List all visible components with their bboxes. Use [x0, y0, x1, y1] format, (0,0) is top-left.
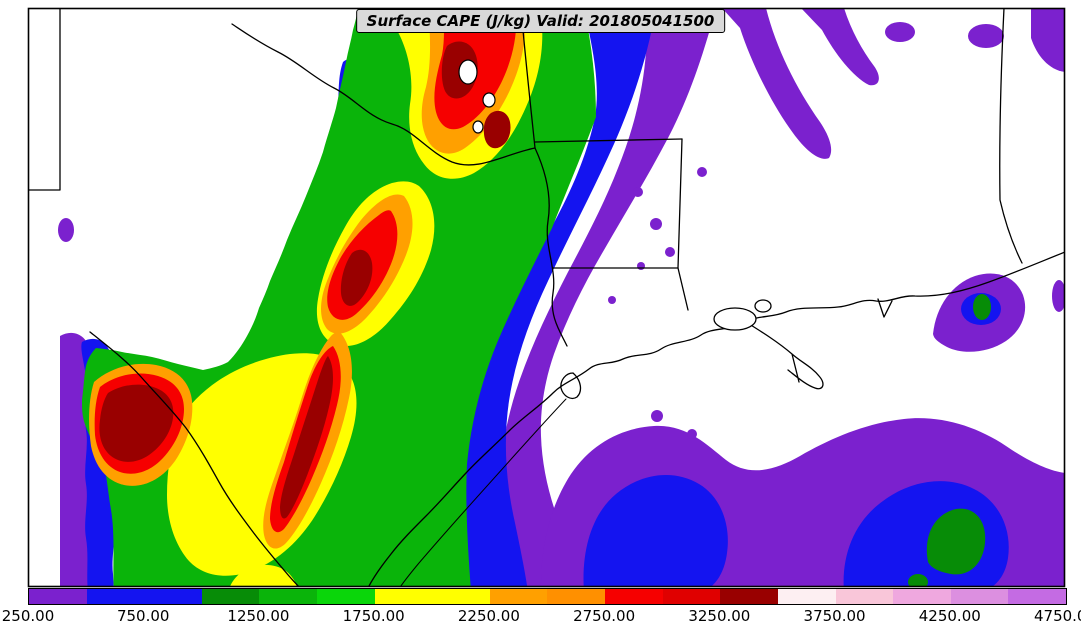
colorbar-segment-3500 [777, 589, 836, 604]
colorbar-segment-2500 [547, 589, 606, 604]
lake [472, 120, 484, 134]
cape-fill-1000-gulf [926, 508, 986, 575]
colorbar-segment-1500 [317, 589, 375, 604]
cape-fill-1000-coastal [973, 294, 991, 320]
cape-fill-250-speck [697, 167, 707, 177]
colorbar-tick-label: 250.00 [1, 607, 55, 625]
colorbar [28, 588, 1067, 605]
map-title: Surface CAPE (J/kg) Valid: 201805041500 [366, 12, 715, 30]
map-frame [27, 7, 1066, 588]
coastline-barrier-islands [399, 398, 567, 587]
cape-fill-1750-bottom [230, 564, 297, 587]
lake-maurepas [754, 299, 772, 313]
cape-fill-250-corner [1031, 8, 1065, 72]
border-mississippi-river [534, 147, 568, 347]
colorbar-segment-4500 [1008, 589, 1066, 604]
coastline-mississippi-delta [745, 321, 824, 390]
colorbar-tick-label: 1750.00 [342, 607, 405, 625]
cape-fill-250-speck [651, 410, 663, 422]
colorbar-tick-label: 750.00 [116, 607, 170, 625]
colorbar-tick-label: 2750.00 [573, 607, 636, 625]
cape-fill-250-speck [687, 429, 697, 439]
border-rio-grande [89, 331, 300, 587]
border-red-river-oklahoma [231, 8, 536, 166]
cape-fill-250-speck [633, 187, 643, 197]
colorbar-tick-label: 3250.00 [688, 607, 751, 625]
cape-fill-3250-mid [340, 249, 373, 306]
map-title-box: Surface CAPE (J/kg) Valid: 201805041500 [355, 9, 726, 33]
border-mississippi-alabama [677, 138, 689, 311]
coastline-galveston-bay [560, 372, 582, 400]
colorbar-segment-4250 [950, 589, 1009, 604]
cape-fill-250-spot [58, 218, 74, 242]
contour-fills [58, 8, 1065, 587]
lake-pontchartrain [713, 307, 757, 331]
cape-fill-250-streak-b [801, 8, 879, 86]
colorbar-tick-label: 4250.00 [918, 607, 981, 625]
cape-fill-3250-west [99, 384, 174, 462]
colorbar-segment-1000 [201, 589, 260, 604]
colorbar-segment-1250 [259, 589, 318, 604]
colorbar-segment-2750 [605, 589, 663, 604]
cape-fill-250-speck [650, 218, 662, 230]
colorbar-tick-label: 4750.00 [1033, 607, 1081, 625]
coastline-gulf [367, 251, 1065, 587]
cape-fill-250-speck [665, 247, 675, 257]
colorbar-segment-750 [144, 589, 202, 604]
cape-fill-250-streak-a [722, 8, 832, 159]
cape-fill-250-spot [885, 22, 915, 42]
cape-fill-3250-top-b [483, 110, 511, 149]
state-borders [28, 8, 1065, 587]
colorbar-segment-3000 [662, 589, 721, 604]
colorbar-segment-500 [86, 589, 145, 604]
cape-fill-250-speck [637, 262, 645, 270]
cape-fill-250-speck [608, 296, 616, 304]
colorbar-segment-2250 [489, 589, 548, 604]
colorbar-segment-3750 [835, 589, 894, 604]
cape-fill-250-band-east [498, 8, 716, 587]
colorbar-tick-label: 1250.00 [227, 607, 290, 625]
border-new-mexico [28, 8, 61, 191]
border-alabama-georgia [999, 8, 1023, 264]
cape-fill-250-right-edge [1052, 280, 1065, 312]
cape-fill-500-gulf-west [583, 474, 728, 587]
colorbar-segment-250 [29, 589, 87, 604]
border-tennessee-line [534, 138, 683, 143]
cape-fill-3250-coastal [280, 356, 333, 519]
colorbar-tick-labels: 250.00 750.00 1250.00 1750.00 2250.00 2750.00… [0, 607, 1081, 629]
cape-fill-500-band [462, 8, 656, 587]
cape-fill-1000-gulf-small [908, 574, 928, 587]
colorbar-segment-3250 [720, 589, 778, 604]
colorbar-segment-1750 [374, 589, 433, 604]
colorbar-segment-2000 [432, 589, 490, 604]
coastline-mobile-bay [877, 298, 893, 318]
lakes [458, 59, 496, 134]
cape-fill-250-spot [968, 24, 1004, 48]
lake [482, 92, 496, 108]
lake [458, 59, 478, 85]
colorbar-tick-label: 3750.00 [803, 607, 866, 625]
colorbar-segment-4000 [893, 589, 951, 604]
colorbar-tick-label: 2250.00 [457, 607, 520, 625]
